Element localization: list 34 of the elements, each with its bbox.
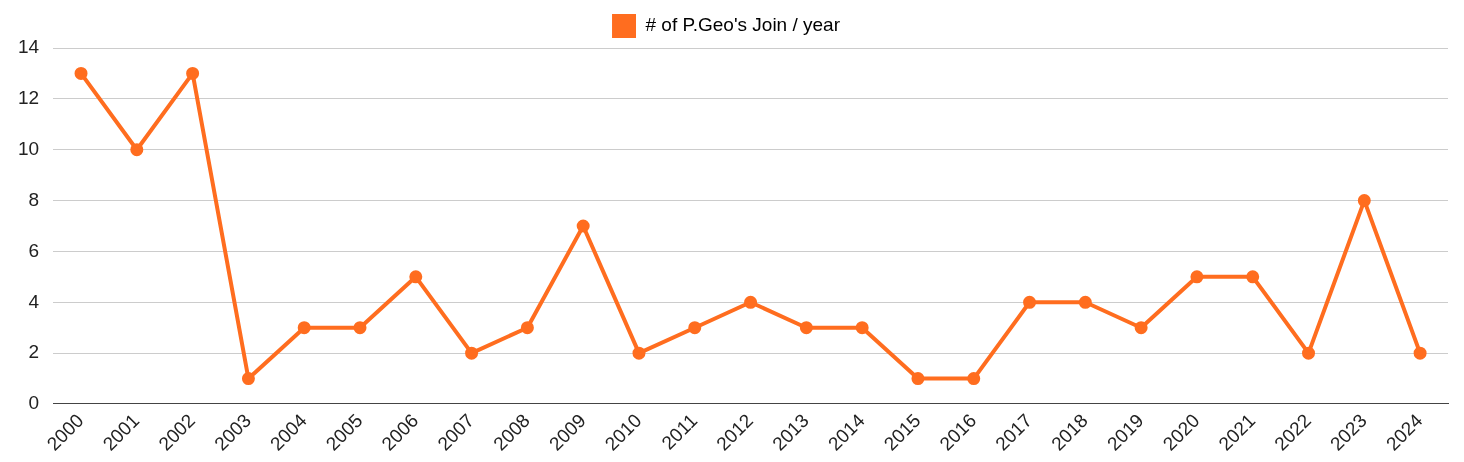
point — [1357, 194, 1371, 208]
y-tick-label: 2 — [28, 341, 40, 363]
point — [1023, 295, 1037, 309]
point — [1134, 321, 1148, 335]
point — [576, 219, 590, 233]
y-tick-label: 12 — [17, 87, 40, 109]
point — [799, 321, 813, 335]
y-tick-label: 14 — [17, 36, 40, 58]
point — [1190, 270, 1204, 284]
point — [520, 321, 534, 335]
point — [1413, 346, 1427, 360]
point — [74, 66, 88, 80]
point — [465, 346, 479, 360]
y-tick-label: 10 — [17, 137, 40, 159]
y-tick-label: 4 — [28, 290, 40, 312]
point — [688, 321, 702, 335]
legend-label: # of P.Geo's Join / year — [645, 14, 841, 36]
point — [744, 295, 758, 309]
point — [353, 321, 367, 335]
point — [409, 270, 423, 284]
point — [967, 372, 981, 386]
point — [241, 372, 255, 386]
point — [130, 143, 144, 157]
y-tick-label: 8 — [28, 188, 40, 210]
point — [297, 321, 311, 335]
y-tick-label: 6 — [28, 239, 40, 261]
point — [186, 66, 200, 80]
point — [1302, 346, 1316, 360]
point — [1246, 270, 1260, 284]
point — [911, 372, 925, 386]
point — [1078, 295, 1092, 309]
point — [632, 346, 646, 360]
point — [855, 321, 869, 335]
y-tick-label: 0 — [28, 392, 40, 414]
